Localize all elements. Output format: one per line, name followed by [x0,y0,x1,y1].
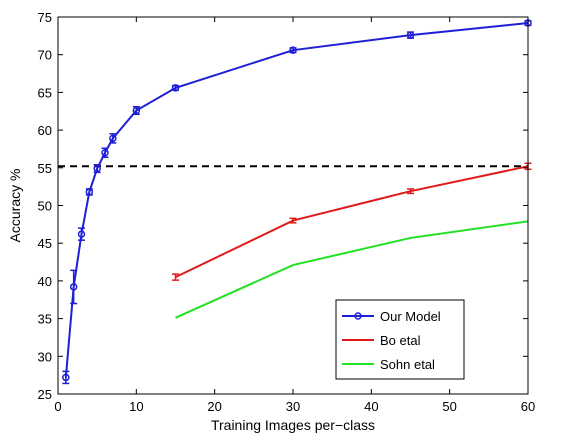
legend: Our Model Bo etal Sohn etal [335,299,465,380]
x-axis-label: Training Images per−class [211,417,375,433]
legend-item-our-model: Our Model [342,309,441,324]
y-tick-label: 30 [38,349,52,364]
x-tick-label: 10 [129,399,143,414]
series-line-bo-etal [175,165,529,279]
y-tick-label: 55 [38,161,52,176]
data-point-our-model [171,84,180,92]
series-sohn-etal [175,220,529,319]
legend-item-sohn-etal: Sohn etal [342,357,435,372]
y-tick-label: 35 [38,312,52,327]
y-tick-label: 75 [38,10,52,25]
y-tick-label: 50 [38,199,52,214]
x-tick-label: 40 [364,399,378,414]
y-axis-label: Accuracy % [7,169,23,243]
y-tick-label: 65 [38,85,52,100]
data-point-our-model [62,373,70,382]
x-tick-label: 60 [521,399,535,414]
y-tick-label: 25 [38,387,52,402]
x-axis-ticks: 0 10 20 30 40 50 60 [54,17,535,414]
data-point-our-model [69,283,78,291]
y-tick-label: 45 [38,236,52,251]
error-bar-bo-etal [289,217,297,224]
legend-label: Sohn etal [380,357,435,372]
data-point-our-model [109,134,117,143]
y-tick-label: 70 [38,48,52,63]
error-bar-our-model [62,370,70,385]
data-point-our-model [93,164,101,173]
x-tick-label: 0 [54,399,61,414]
data-point-our-model [132,106,141,115]
series-line-our-model [64,22,529,378]
error-bar-our-model [70,269,78,305]
legend-item-bo-etal: Bo etal [342,333,421,348]
data-point-our-model [406,31,415,39]
series-our-model [62,19,532,385]
error-bar-bo-etal [407,188,414,195]
y-tick-label: 40 [38,274,52,289]
x-tick-label: 50 [442,399,456,414]
error-bar-our-model [78,227,85,241]
data-point-our-model [289,46,297,54]
data-point-our-model [101,148,109,157]
series-bo-etal [172,162,532,281]
series-line-sohn-etal [175,220,529,319]
x-tick-label: 20 [207,399,221,414]
data-point-our-model [77,230,86,238]
y-axis-ticks: 25 30 35 40 45 50 55 60 65 70 75 [38,10,528,402]
y-tick-label: 60 [38,123,52,138]
legend-marker [354,312,362,320]
plot-data-layer [58,19,532,385]
x-tick-label: 30 [286,399,300,414]
error-bar-bo-etal [172,273,179,281]
legend-label: Our Model [380,309,441,324]
data-point-our-model [85,188,94,196]
legend-label: Bo etal [380,333,421,348]
